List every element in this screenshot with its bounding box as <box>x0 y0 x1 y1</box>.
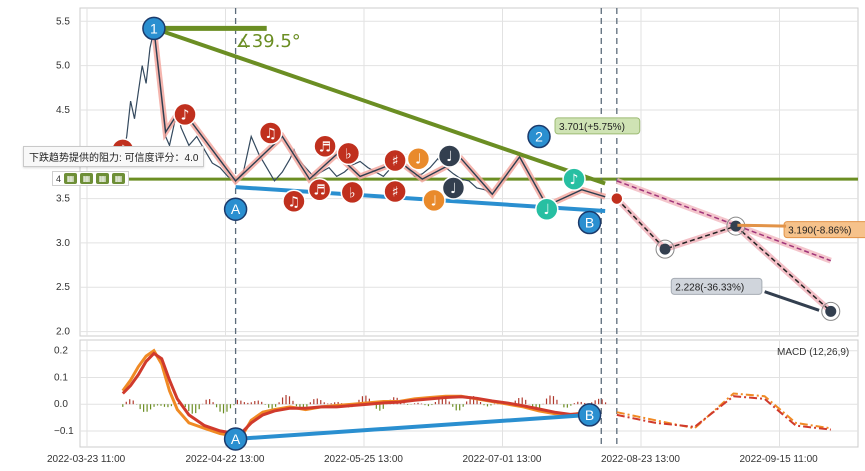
y-tick-label: 5.0 <box>56 61 70 72</box>
macd-label-text: B <box>585 407 594 423</box>
macd-chart: A B MACD (12,26,9) <box>121 347 849 451</box>
macd-label-badge <box>223 427 248 451</box>
wave-label-badge <box>527 124 551 149</box>
note-marker <box>437 144 462 168</box>
annotation-pointer <box>764 290 820 312</box>
note-marker <box>258 121 283 145</box>
price-annotation-label: 3.701(+5.75%) <box>559 122 625 133</box>
projection-target-point <box>659 243 671 255</box>
note-marker <box>336 141 361 166</box>
pattern-icon[interactable]: ▦ <box>80 173 94 184</box>
wave-label-badge <box>577 210 602 235</box>
axes: 2022-03-23 11:00 2022-04-22 13:00 2022-05-… <box>47 16 818 465</box>
price-annotation-box <box>554 117 641 135</box>
note-glyph: ♩ <box>415 152 422 168</box>
wave-label-text: 2 <box>535 129 543 145</box>
note-glyph: ♪ <box>570 172 579 188</box>
price-annotation-label: 2.228(-36.33%) <box>675 282 744 293</box>
note-glyph: ♬ <box>319 139 332 155</box>
mini-legend-label: 4 <box>56 173 62 184</box>
macd-title: MACD (12,26,9) <box>777 347 849 358</box>
projection-start-point <box>610 191 624 206</box>
note-glyph: ♩ <box>543 202 550 218</box>
projection-path <box>616 198 832 312</box>
note-marker <box>441 176 466 200</box>
wave-label-text: B <box>585 215 594 231</box>
note-glyph: ♫ <box>264 126 277 142</box>
wave-label-badge <box>223 197 248 221</box>
macd-label-text: A <box>231 431 241 447</box>
macd-projection <box>616 392 831 430</box>
projection-target-point <box>730 220 742 232</box>
note-glyph: ♩ <box>446 149 453 165</box>
macd-line <box>121 348 586 438</box>
note-marker <box>313 134 337 159</box>
note-glyph: ♬ <box>313 183 326 199</box>
resistance-tooltip: 下跌趋势提供的阻力: 可信度评分：4.0 <box>23 146 205 167</box>
macd-label-badge <box>577 403 602 427</box>
mini-legend: 4 ▦ ▦ ▦ ▦ <box>52 171 130 186</box>
macd-frame <box>79 339 859 448</box>
note-glyph: ♭ <box>349 185 356 201</box>
y-tick-label: −0.1 <box>54 426 74 437</box>
note-marker <box>383 179 407 204</box>
wave-label-badge <box>142 16 166 41</box>
projection-target-ring <box>821 301 841 321</box>
tooltip-text: 下跌趋势提供的阻力: 可信度评分：4.0 <box>29 153 199 164</box>
y-tick-label: 4.5 <box>56 105 70 116</box>
x-tick-label: 2022-03-23 11:00 <box>47 454 126 465</box>
y-tick-label: 0.2 <box>54 346 68 357</box>
macd-line <box>121 351 586 436</box>
angle-label: ∡39.5° <box>236 31 301 52</box>
pattern-line <box>153 28 606 207</box>
macd-projection <box>616 395 831 431</box>
wave-label-text: 1 <box>150 20 158 36</box>
note-glyph: ♭ <box>345 146 352 162</box>
note-marker <box>422 188 446 213</box>
price-annotation-box <box>783 221 865 239</box>
x-tick-label: 2022-04-22 13:00 <box>186 454 265 465</box>
note-marker <box>173 102 197 127</box>
pattern-icon[interactable]: ▦ <box>64 173 78 184</box>
note-marker <box>562 167 586 191</box>
pattern-icon[interactable]: ▦ <box>112 173 126 184</box>
x-tick-label: 2022-07-01 13:00 <box>463 454 542 465</box>
note-marker <box>535 197 559 221</box>
note-glyph: ♪ <box>181 107 190 123</box>
wave-label-text: A <box>231 201 241 217</box>
note-marker <box>282 189 306 214</box>
macd-divergence-line <box>235 412 590 441</box>
y-tick-label: 0.1 <box>54 372 68 383</box>
y-tick-label: 5.5 <box>56 16 70 27</box>
note-glyph: ♩ <box>431 193 438 209</box>
x-tick-label: 2022-09-15 11:00 <box>740 454 819 465</box>
resistance-trend-line <box>153 26 606 186</box>
note-glyph: ♩ <box>450 181 457 197</box>
note-glyph: ♫ <box>288 194 301 210</box>
projection-secondary-path <box>616 180 832 262</box>
note-glyph: ♯ <box>392 153 399 169</box>
note-marker <box>340 180 365 205</box>
note-marker <box>307 177 332 202</box>
y-tick-label: 3.5 <box>56 194 70 205</box>
projection-target-ring <box>655 239 675 259</box>
x-tick-label: 2022-05-25 13:00 <box>324 454 403 465</box>
note-marker <box>383 148 407 173</box>
y-tick-label: 0.0 <box>54 399 68 410</box>
note-marker <box>406 146 431 171</box>
price-chart: ∡39.5° 3.701(+5.75%) 3.190(-8.86%) 2.228(-3… <box>60 8 865 447</box>
y-tick-label: 3.0 <box>56 238 70 249</box>
price-annotation-label: 3.190(-8.86%) <box>788 226 851 237</box>
note-glyph: ♯ <box>392 185 399 201</box>
y-tick-label: 2.5 <box>56 282 70 293</box>
annotation-pointer <box>737 223 787 228</box>
x-tick-label: 2022-08-23 13:00 <box>601 454 680 465</box>
y-tick-label: 2.0 <box>56 327 70 338</box>
projection-target-point <box>825 305 837 317</box>
pattern-icon[interactable]: ▦ <box>96 173 110 184</box>
price-annotation-box <box>670 277 763 295</box>
